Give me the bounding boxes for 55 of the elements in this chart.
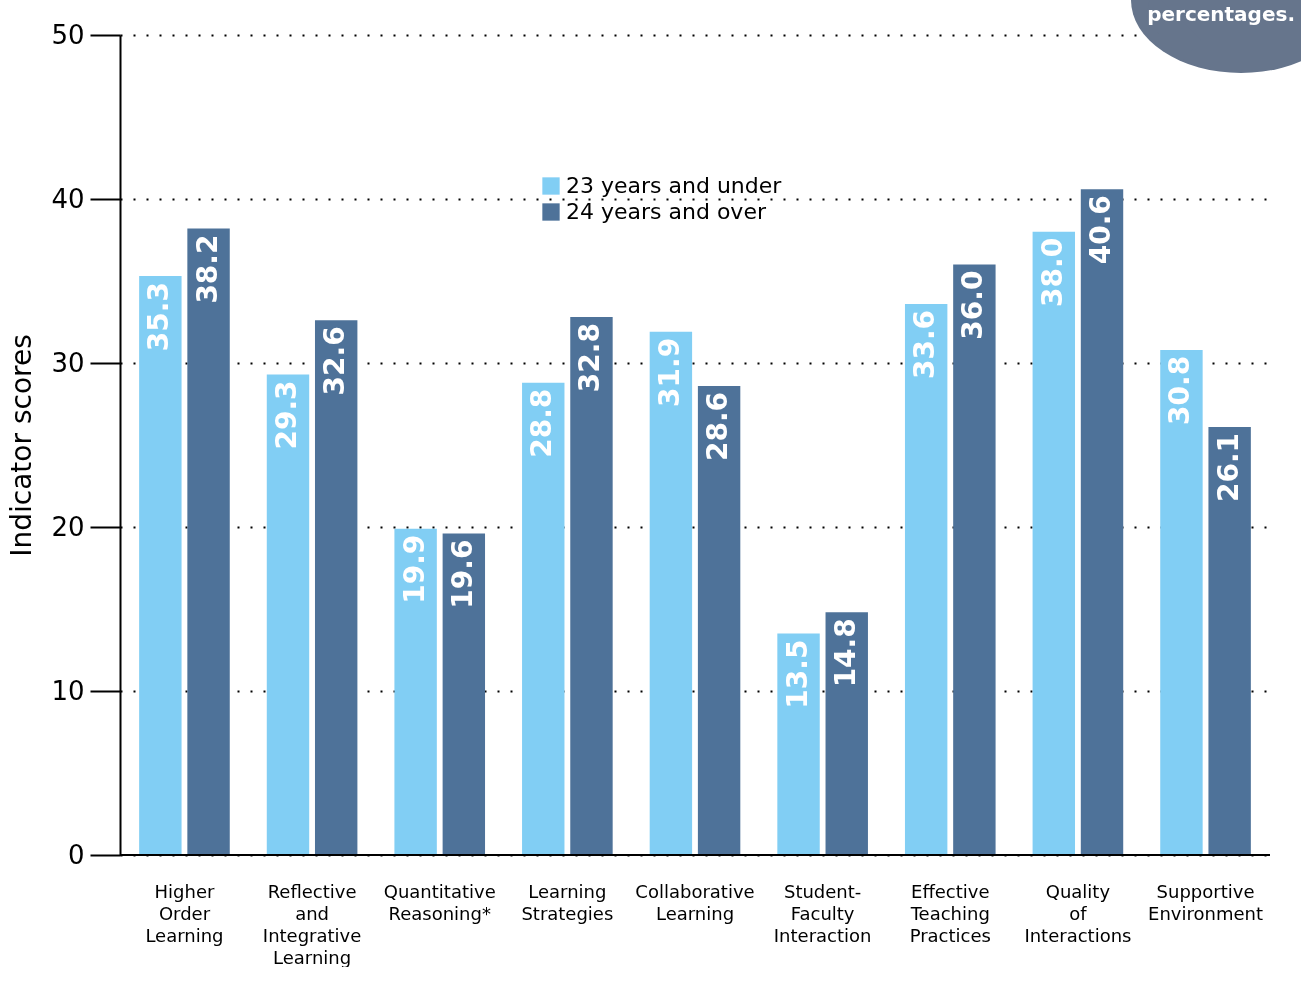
bar [139,276,182,855]
legend-label: 24 years and over [566,199,767,224]
text: percentages. [1147,2,1295,26]
bar [266,374,310,855]
data-label: 19.6 [445,539,479,609]
bar [394,528,437,855]
data-label: 36.0 [956,270,990,340]
bar [697,385,741,855]
bar [1032,231,1076,855]
x-tick-label: Learning Strategies [521,880,614,924]
data-label: 28.6 [701,391,735,462]
y-tick-label: 50 [51,19,85,50]
bar [1080,189,1124,855]
x-tick-label: Quality of Interactions [1024,880,1132,946]
y-tick-label: 30 [51,347,85,378]
data-label: 40.6 [1084,195,1118,265]
data-label: 14.8 [828,618,862,688]
bar [187,228,230,855]
data-label: 29.3 [269,380,303,450]
x-tick-label: Higher Order Learning [145,880,224,946]
data-label: 30.8 [1163,355,1197,425]
data-label: 38.0 [1035,237,1069,307]
y-axis-title: Indicator scores [5,334,39,557]
data-label: 13.5 [780,639,814,709]
data-label: 33.6 [908,309,942,380]
x-tick-label: Supportive Environment [1148,880,1264,924]
bar [570,317,613,855]
data-label: 32.6 [318,326,352,396]
bar [825,612,868,855]
y-tick-label: 40 [51,183,85,214]
y-tick-label: 20 [51,511,85,542]
bar [1160,349,1203,855]
data-label: 38.2 [190,234,224,304]
bar [904,303,948,855]
bar [522,382,565,855]
data-label: 28.8 [525,388,559,458]
bar [442,533,486,855]
data-label: 19.9 [397,534,431,604]
bar [953,264,996,855]
bar [1208,426,1251,855]
x-tick-label: Quantitative Reasoning* [383,880,496,924]
x-tick-label: Reflective and Integrative Learning [262,880,362,968]
y-tick-label: 0 [67,839,85,870]
y-tick-label: 10 [51,675,85,706]
data-label: 26.1 [1211,432,1245,503]
data-label: 32.8 [573,323,607,393]
bar [314,320,358,855]
x-tick-label: Student-Faculty Interaction [773,880,872,946]
bar [777,633,820,855]
data-label: 31.9 [652,337,686,407]
legend-label: 23 years and under [566,173,783,198]
data-label: 35.3 [142,282,176,352]
bar [649,331,693,855]
x-tick-label: Effective Teaching Practices [909,880,991,946]
x-tick-label: Collaborative Learning [635,880,755,924]
